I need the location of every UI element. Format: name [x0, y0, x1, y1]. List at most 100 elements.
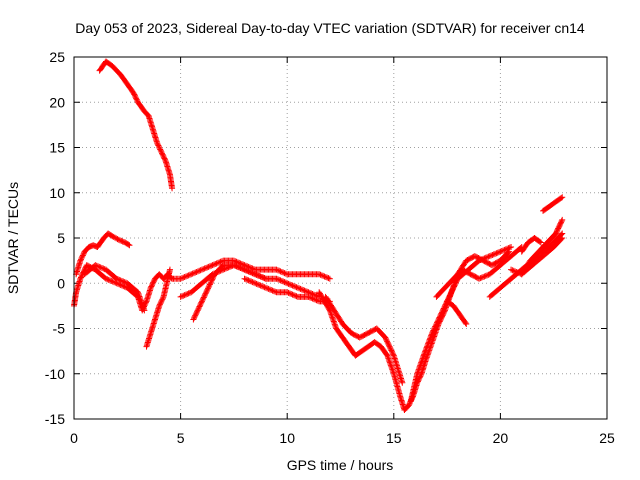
data-point-fill [434, 319, 441, 326]
data-point-fill [406, 401, 413, 408]
data-point-fill [131, 92, 138, 99]
data-point-fill [104, 276, 111, 283]
data-point-fill [385, 342, 392, 349]
data-point-fill [449, 287, 456, 294]
data-point-fill [512, 268, 519, 275]
data-point [273, 266, 280, 273]
data-point-fill [477, 275, 484, 282]
data-point-fill [481, 255, 488, 262]
data-point-fill [158, 298, 165, 305]
data-point-fill [110, 233, 117, 240]
data-point-fill [270, 288, 277, 295]
data-point-fill [100, 265, 107, 272]
data-point-fill [196, 303, 203, 310]
y-tick-label: -15 [45, 411, 65, 427]
data-point-fill [424, 343, 431, 350]
data-point-fill [426, 338, 433, 345]
data-point-fill [111, 234, 118, 241]
data-point-fill [213, 260, 220, 267]
data-point [241, 266, 248, 273]
data-point [158, 149, 165, 156]
data-point-fill [244, 276, 251, 283]
data-point-fill [162, 156, 169, 163]
data-point-fill [427, 334, 434, 341]
data-point-fill [195, 304, 202, 311]
data-point-fill [181, 274, 188, 281]
data-point-fill [258, 274, 265, 281]
data-point-fill [125, 241, 132, 248]
data-point [559, 216, 566, 223]
data-point-fill [214, 259, 221, 266]
data-point-fill [428, 331, 435, 338]
data-points [71, 58, 566, 413]
data-point [198, 298, 205, 305]
data-point-fill [439, 308, 446, 315]
data-point-fill [78, 256, 85, 263]
data-point-fill [437, 313, 444, 320]
data-point [273, 275, 280, 282]
data-point-fill [133, 95, 140, 102]
data-point-fill [297, 285, 304, 292]
data-point-fill [292, 283, 299, 290]
x-tick-label: 25 [599, 430, 615, 446]
data-point-fill [482, 254, 489, 261]
data-point-fill [452, 279, 459, 286]
data-point-fill [206, 263, 213, 270]
x-tick-label: 5 [177, 430, 185, 446]
data-point-fill [181, 292, 188, 299]
data-point-fill [185, 290, 192, 297]
data-point-fill [422, 348, 429, 355]
data-point-fill [504, 245, 511, 252]
data-point-fill [149, 280, 156, 287]
data-point [147, 284, 154, 291]
data-point-fill [281, 270, 288, 277]
data-point-fill [496, 249, 503, 256]
data-point-fill [244, 267, 251, 274]
data-point [476, 257, 483, 264]
data-point-fill [285, 280, 292, 287]
data-point-fill [434, 318, 441, 325]
data-point-fill [157, 146, 164, 153]
data-point-fill [435, 315, 442, 322]
data-point-fill [156, 145, 163, 152]
data-point-fill [288, 281, 295, 288]
data-point-fill [184, 290, 191, 297]
data-point-fill [261, 275, 268, 282]
data-point-fill [324, 274, 331, 281]
data-point-fill [200, 266, 207, 273]
data-point-fill [278, 277, 285, 284]
data-point-fill [451, 283, 458, 290]
data-point-fill [245, 268, 252, 275]
data-point-fill [79, 253, 86, 260]
plot-frame [73, 56, 608, 420]
data-point-fill [388, 348, 395, 355]
data-point-fill [258, 283, 265, 290]
data-point-fill [133, 96, 140, 103]
data-point-fill [292, 292, 299, 299]
data-point-fill [158, 297, 165, 304]
data-point-fill [286, 290, 293, 297]
series-track-11 [322, 293, 406, 386]
data-point-fill [431, 326, 438, 333]
series-track-19 [518, 235, 544, 255]
data-point-fill [290, 283, 297, 290]
x-tick-label: 15 [386, 430, 402, 446]
data-point-fill [109, 278, 116, 285]
data-point-fill [193, 309, 200, 316]
data-point-fill [108, 277, 115, 284]
data-point [198, 266, 205, 273]
data-point [508, 266, 515, 273]
data-point-fill [157, 147, 164, 154]
data-point-fill [150, 279, 157, 286]
data-point-fill [446, 292, 453, 299]
y-tick-label: 15 [49, 140, 65, 156]
data-point-fill [159, 151, 166, 158]
data-point-fill [453, 278, 460, 285]
data-point-fill [389, 350, 396, 357]
data-point-fill [80, 251, 87, 258]
data-point-fill [300, 287, 307, 294]
data-point-fill [314, 297, 321, 304]
data-point [486, 253, 493, 260]
data-point-fill [202, 290, 209, 297]
data-point-fill [510, 267, 517, 274]
